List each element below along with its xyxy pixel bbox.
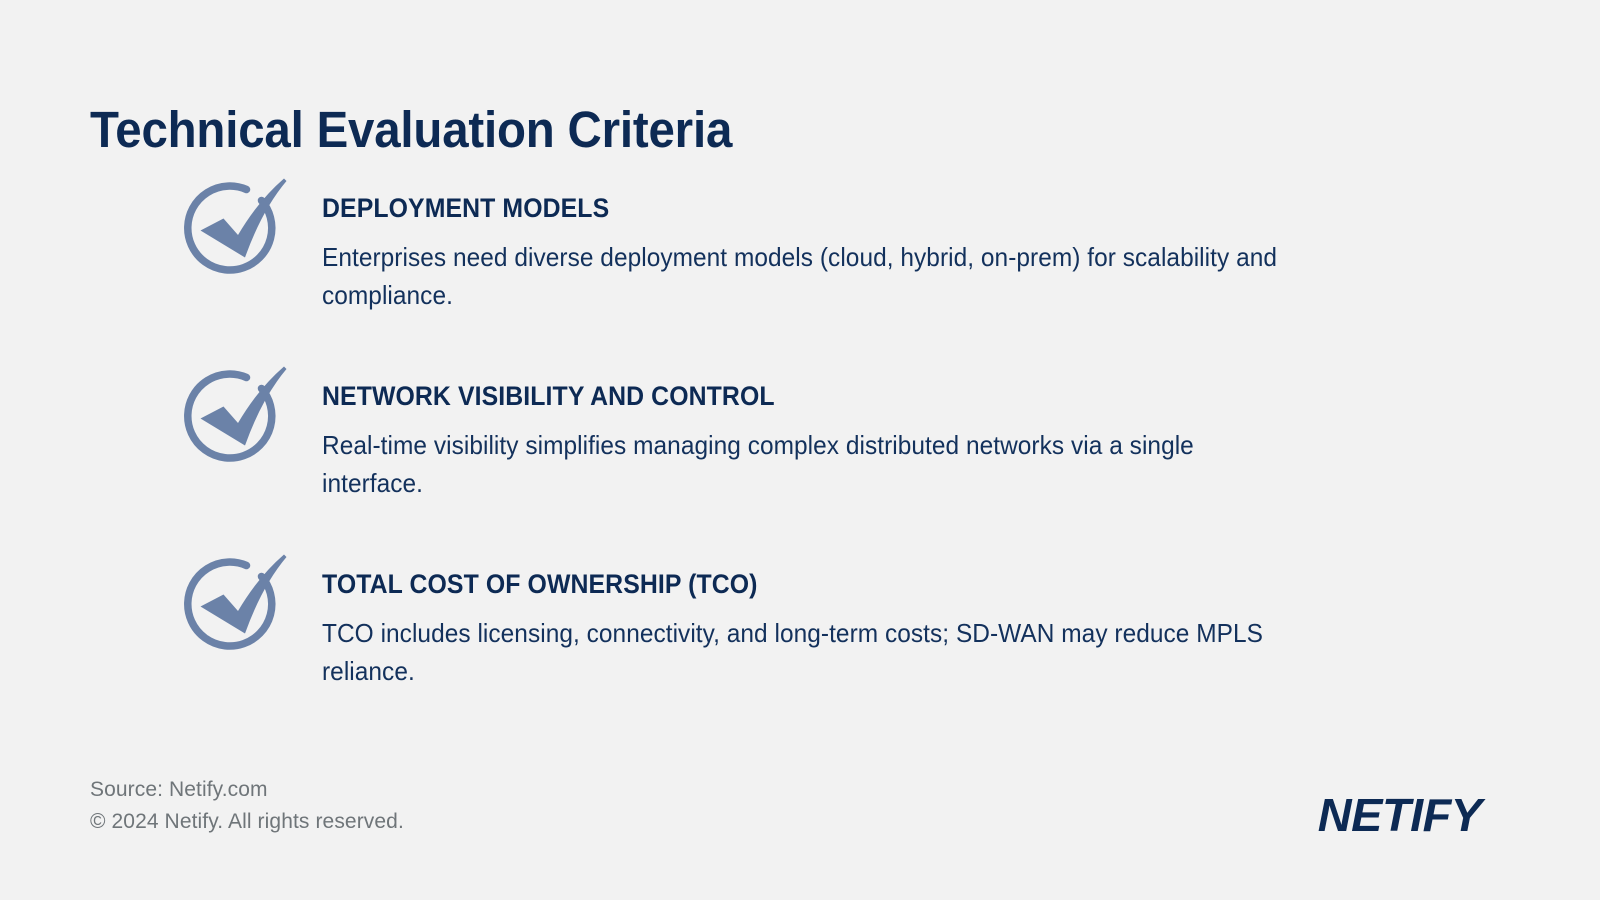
footer: Source: Netify.com © 2024 Netify. All ri… [90, 774, 404, 838]
criteria-body: Real-time visibility simplifies managing… [322, 429, 1194, 499]
criteria-text: TOTAL COST OF OWNERSHIP (TCO) TCO includ… [322, 569, 1382, 691]
netify-logo: NETIFY [1318, 789, 1482, 841]
criteria-heading: NETWORK VISIBILITY AND CONTROL [322, 381, 775, 411]
checkmark-circle-icon [178, 168, 290, 280]
criteria-item: DEPLOYMENT MODELS Enterprises need diver… [0, 160, 1600, 348]
criteria-heading: TOTAL COST OF OWNERSHIP (TCO) [322, 569, 758, 599]
criteria-item: TOTAL COST OF OWNERSHIP (TCO) TCO includ… [0, 536, 1600, 724]
checkmark-circle-icon [178, 356, 290, 468]
criteria-item: NETWORK VISIBILITY AND CONTROL Real-time… [0, 348, 1600, 536]
criteria-body: TCO includes licensing, connectivity, an… [322, 617, 1264, 687]
footer-copyright: © 2024 Netify. All rights reserved. [90, 810, 404, 834]
criteria-body: Enterprises need diverse deployment mode… [322, 241, 1277, 311]
criteria-heading: DEPLOYMENT MODELS [322, 193, 610, 223]
criteria-text: DEPLOYMENT MODELS Enterprises need diver… [322, 193, 1382, 315]
footer-source: Source: Netify.com [90, 778, 268, 802]
page-title: Technical Evaluation Criteria [90, 101, 733, 159]
criteria-text: NETWORK VISIBILITY AND CONTROL Real-time… [322, 381, 1382, 503]
criteria-list: DEPLOYMENT MODELS Enterprises need diver… [0, 160, 1600, 724]
checkmark-circle-icon [178, 544, 290, 656]
